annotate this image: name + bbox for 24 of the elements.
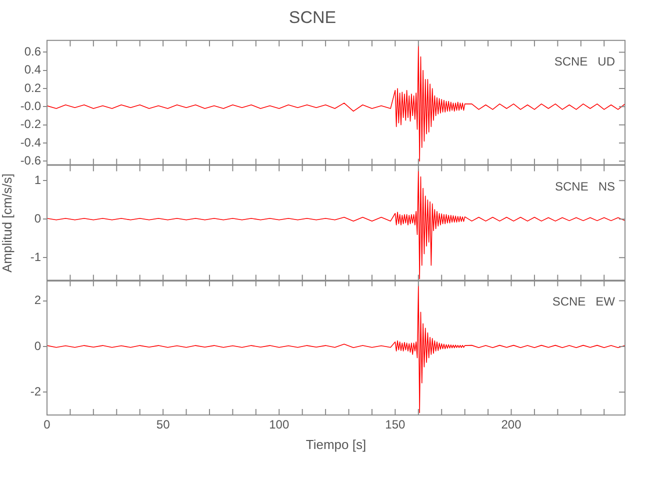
y-axis-title: Amplitud [cm/s/s] <box>0 173 14 272</box>
y-tick-label: -0.0 <box>20 99 42 113</box>
x-tick-label: 0 <box>44 418 51 432</box>
y-tick-label: 0 <box>34 211 42 226</box>
y-tick-label: -0.2 <box>20 117 42 132</box>
y-tick-label: 0.2 <box>24 80 42 95</box>
annotation: SCNE UD <box>554 54 616 69</box>
y-tick-label: -1 <box>30 250 42 264</box>
y-tick-label: -0.6 <box>20 153 42 168</box>
y-tick-label: 1 <box>34 172 42 187</box>
x-tick-label: 150 <box>385 418 406 432</box>
chart-title: SCNE <box>288 8 336 27</box>
y-tick-label: 0.6 <box>24 44 42 59</box>
y-tick-label: -0.4 <box>20 135 42 150</box>
annotation: SCNE NS <box>554 179 615 194</box>
x-tick-label: 50 <box>156 418 170 432</box>
y-tick-label: -2 <box>30 384 42 399</box>
x-axis-title: Tiempo [s] <box>306 436 366 452</box>
y-tick-label: 0 <box>34 338 42 353</box>
x-tick-label: 100 <box>269 418 290 432</box>
y-tick-label: 2 <box>34 293 42 308</box>
y-tick-label: 0.4 <box>24 62 42 77</box>
annotation: SCNE EW <box>552 294 616 309</box>
x-tick-label: 200 <box>501 418 522 432</box>
